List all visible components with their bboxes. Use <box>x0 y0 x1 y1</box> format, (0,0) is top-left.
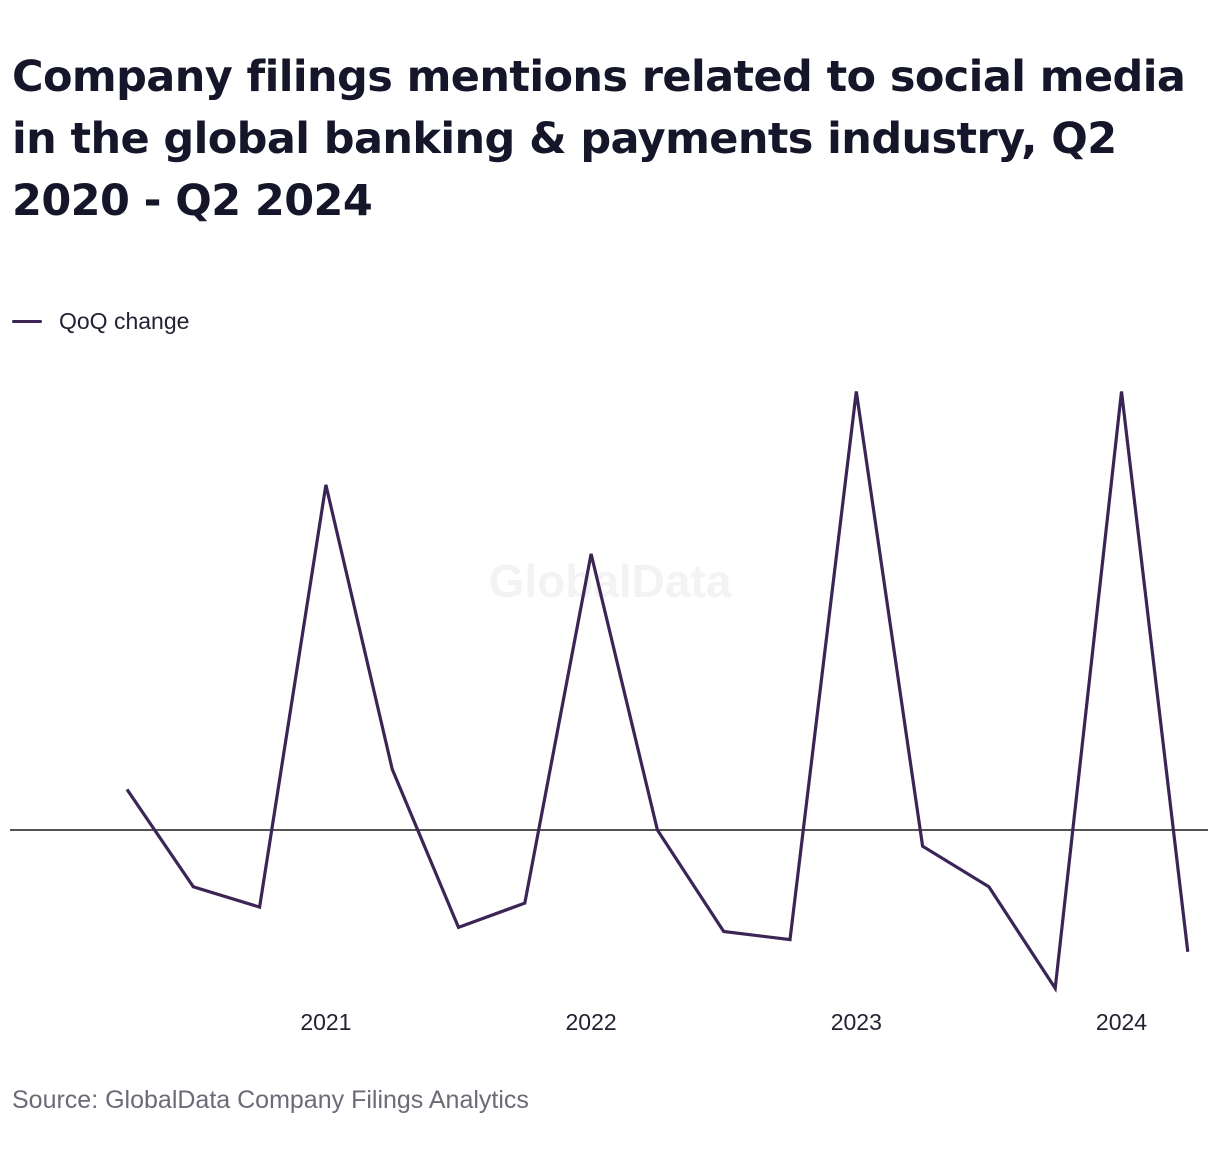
x-tick-label: 2021 <box>300 1009 351 1035</box>
chart-title: Company filings mentions related to soci… <box>12 52 1186 226</box>
data-point <box>322 481 330 489</box>
data-point <box>388 765 396 773</box>
data-point <box>521 899 529 907</box>
data-point <box>189 883 197 891</box>
data-point <box>1184 948 1192 956</box>
x-tick-label: 2022 <box>566 1009 617 1035</box>
data-point <box>985 883 993 891</box>
series-line-qoq-change <box>125 391 1190 993</box>
data-point <box>587 550 595 558</box>
data-point <box>1051 984 1059 992</box>
data-point <box>653 826 661 834</box>
x-tick-label: 2023 <box>831 1009 882 1035</box>
data-point <box>256 903 264 911</box>
legend: QoQ change <box>12 306 189 336</box>
data-point <box>919 842 927 850</box>
legend-swatch <box>12 319 42 323</box>
data-point <box>720 928 728 936</box>
watermark: GlobalData <box>489 555 732 607</box>
data-point <box>455 923 463 931</box>
legend-label: QoQ change <box>59 307 190 334</box>
source-note: Source: GlobalData Company Filings Analy… <box>12 1086 529 1114</box>
data-point <box>1118 388 1126 396</box>
x-tick-label: 2024 <box>1096 1009 1147 1035</box>
data-point <box>786 936 794 944</box>
data-point <box>852 388 860 396</box>
data-point <box>123 785 131 793</box>
